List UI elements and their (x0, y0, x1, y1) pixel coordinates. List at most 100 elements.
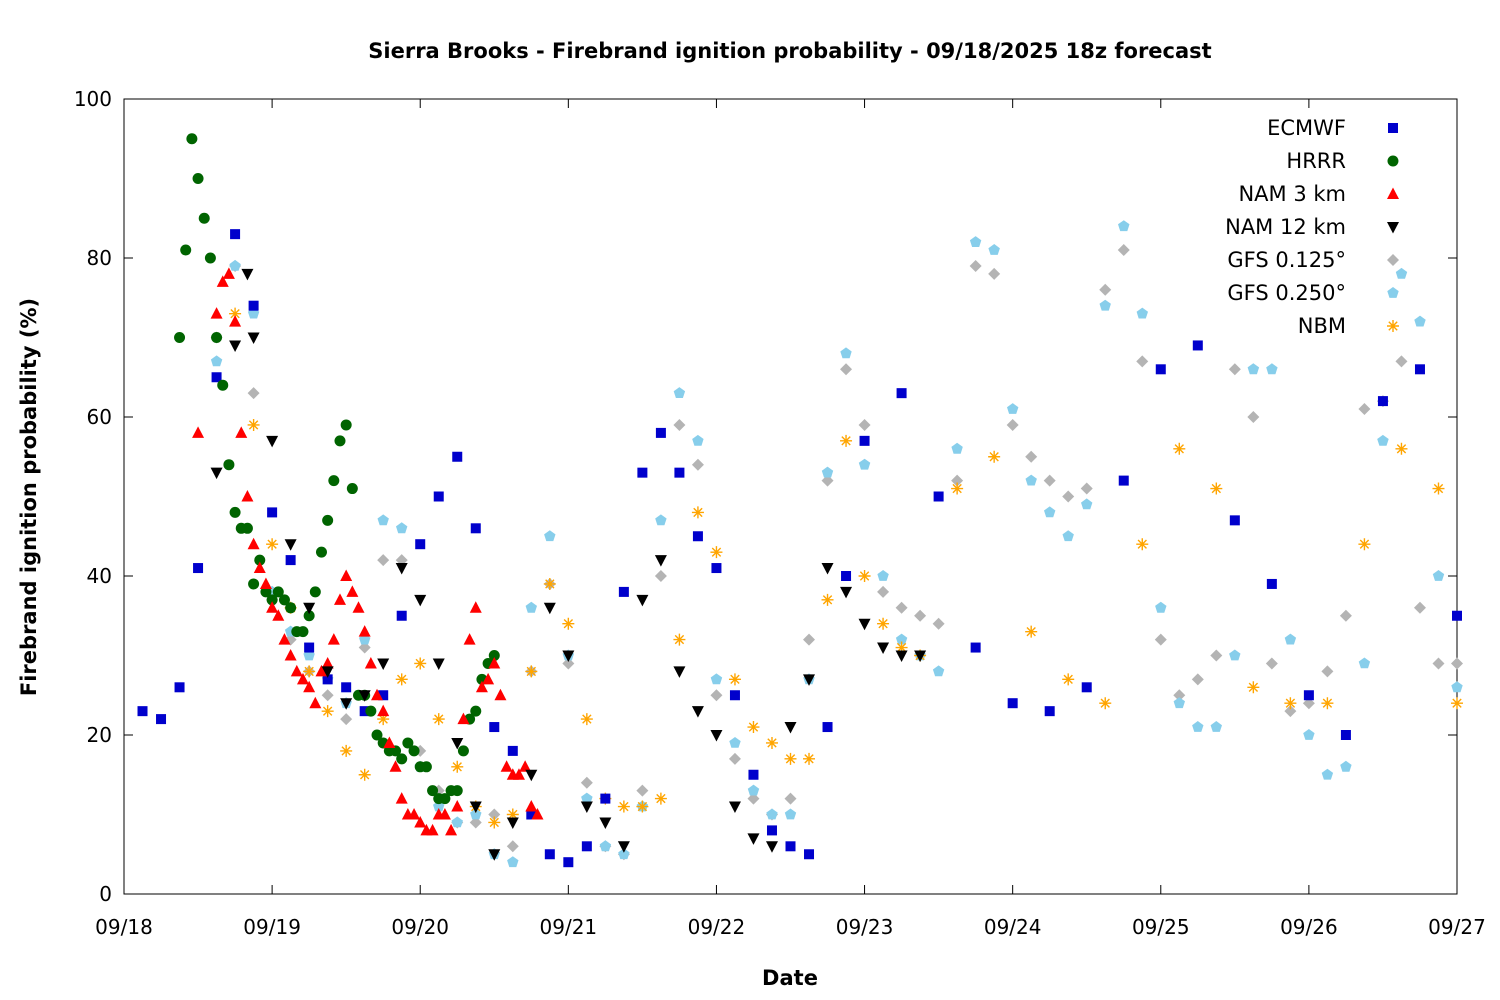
data-point-gfs-0-125 (1284, 705, 1297, 718)
data-point-nam-12-km (210, 467, 223, 480)
data-point-nam-3-km (395, 792, 408, 804)
data-point-nam-3-km (475, 680, 488, 693)
data-point-nam-3-km (525, 800, 538, 812)
series-nam-12-km (210, 268, 927, 861)
data-point-gfs-0-125 (247, 387, 260, 400)
data-point-nam-12-km (506, 817, 519, 829)
data-point-nbm (321, 705, 334, 718)
data-point-nam-3-km (438, 808, 451, 820)
data-point-nam-3-km (266, 601, 279, 613)
data-point-gfs-0-250 (951, 442, 963, 454)
data-point-nam-3-km (482, 672, 495, 685)
data-point-ecmwf (1377, 396, 1388, 407)
data-point-hrrr (402, 737, 414, 749)
data-point-hrrr (427, 785, 439, 797)
plot-area: 0 20 40 60 80 100 09/18 09/19 09/20 09/21 09/22 09/… (74, 87, 1486, 939)
data-point-gfs-0-250 (1432, 570, 1445, 581)
legend-marker-gfs-0-125 (1387, 254, 1399, 266)
data-point-nam-12-km (377, 658, 390, 670)
data-point-gfs-0-125 (895, 601, 908, 614)
data-point-gfs-0-250 (858, 458, 871, 470)
data-point-nam-3-km (358, 625, 371, 637)
data-point-nam-12-km (562, 650, 575, 662)
data-point-gfs-0-250 (1136, 307, 1148, 319)
data-point-gfs-0-125 (1339, 609, 1352, 622)
data-point-nam-12-km (636, 594, 649, 607)
data-point-nbm (1358, 538, 1371, 551)
data-point-gfs-0-125 (951, 474, 964, 487)
data-point-nam-3-km (272, 609, 285, 621)
data-point-nbm (710, 546, 723, 559)
data-point-nam-12-km (747, 833, 760, 845)
data-point-nam-3-km (321, 656, 334, 669)
data-point-gfs-0-125 (1210, 649, 1223, 662)
data-point-nam-12-km (414, 594, 427, 607)
data-point-nam-3-km (327, 633, 340, 645)
data-point-gfs-0-250 (210, 355, 223, 367)
x-tick-label: 09/18 (95, 915, 153, 939)
data-point-gfs-0-125 (821, 474, 834, 487)
y-tick-label: 80 (87, 246, 112, 270)
data-point-nbm (784, 752, 797, 765)
legend-label-gfs-0-250: GFS 0.250° (1227, 281, 1346, 305)
data-point-gfs-0-125 (747, 792, 760, 805)
data-point-nam-3-km (296, 672, 309, 685)
data-point-gfs-0-125 (1321, 665, 1334, 678)
data-point-gfs-0-250 (1451, 681, 1463, 693)
data-point-nam-3-km (488, 656, 501, 669)
data-point-nam-3-km (457, 712, 470, 725)
data-point-nbm (821, 593, 834, 606)
data-point-gfs-0-250 (784, 808, 797, 820)
data-point-nam-3-km (445, 823, 458, 836)
data-point-nam-12-km (654, 555, 667, 567)
data-point-nam-3-km (278, 633, 291, 645)
data-point-gfs-0-250 (747, 784, 760, 796)
data-point-nam-3-km (414, 815, 427, 828)
data-point-ecmwf (729, 690, 740, 701)
data-point-hrrr (174, 332, 186, 343)
data-point-hrrr (192, 173, 204, 184)
legend-label-ecmwf: ECMWF (1267, 116, 1346, 140)
data-point-nbm (617, 800, 630, 813)
data-point-nbm (525, 665, 538, 678)
data-point-gfs-0-250 (1081, 498, 1093, 510)
data-point-nam-12-km (877, 642, 890, 655)
data-point-nam-3-km (377, 704, 390, 717)
data-point-hrrr (396, 753, 408, 765)
data-point-ecmwf (822, 722, 833, 733)
data-point-gfs-0-125 (506, 840, 519, 853)
x-tick-label: 09/27 (1428, 915, 1486, 939)
data-point-ecmwf (600, 793, 611, 804)
data-point-gfs-0-250 (1395, 267, 1408, 279)
data-point-gfs-0-250 (673, 387, 686, 398)
y-axis-title: Firebrand ignition probability (%) (17, 298, 41, 696)
data-point-gfs-0-250 (1173, 697, 1185, 709)
data-point-hrrr (439, 793, 451, 805)
data-point-nam-12-km (469, 801, 482, 814)
data-point-ecmwf (470, 523, 481, 534)
x-tick-label: 09/25 (1132, 915, 1190, 939)
data-point-ecmwf (1303, 690, 1314, 701)
data-point-ecmwf (618, 586, 629, 597)
data-point-nam-12-km (395, 563, 408, 575)
data-point-nam-3-km (463, 633, 476, 645)
data-point-ecmwf (304, 642, 315, 653)
data-point-ecmwf (526, 809, 537, 820)
data-point-gfs-0-125 (340, 713, 353, 726)
data-point-hrrr (408, 745, 420, 757)
chart-title: Sierra Brooks - Firebrand ignition proba… (368, 39, 1211, 63)
data-point-ecmwf (544, 849, 555, 860)
y-tick-label: 0 (99, 882, 112, 906)
data-point-gfs-0-125 (858, 418, 871, 431)
data-point-gfs-0-250 (1377, 434, 1389, 446)
data-point-nbm (1210, 482, 1223, 495)
data-point-ecmwf (970, 642, 981, 653)
data-point-gfs-0-125 (1358, 403, 1371, 416)
data-point-gfs-0-250 (655, 514, 667, 526)
data-point-nbm (562, 617, 575, 630)
data-point-nbm (1284, 697, 1297, 710)
data-point-gfs-0-125 (1265, 657, 1278, 670)
data-point-gfs-0-250 (1118, 220, 1130, 232)
data-point-hrrr (204, 252, 216, 264)
data-point-nam-3-km (309, 696, 322, 709)
